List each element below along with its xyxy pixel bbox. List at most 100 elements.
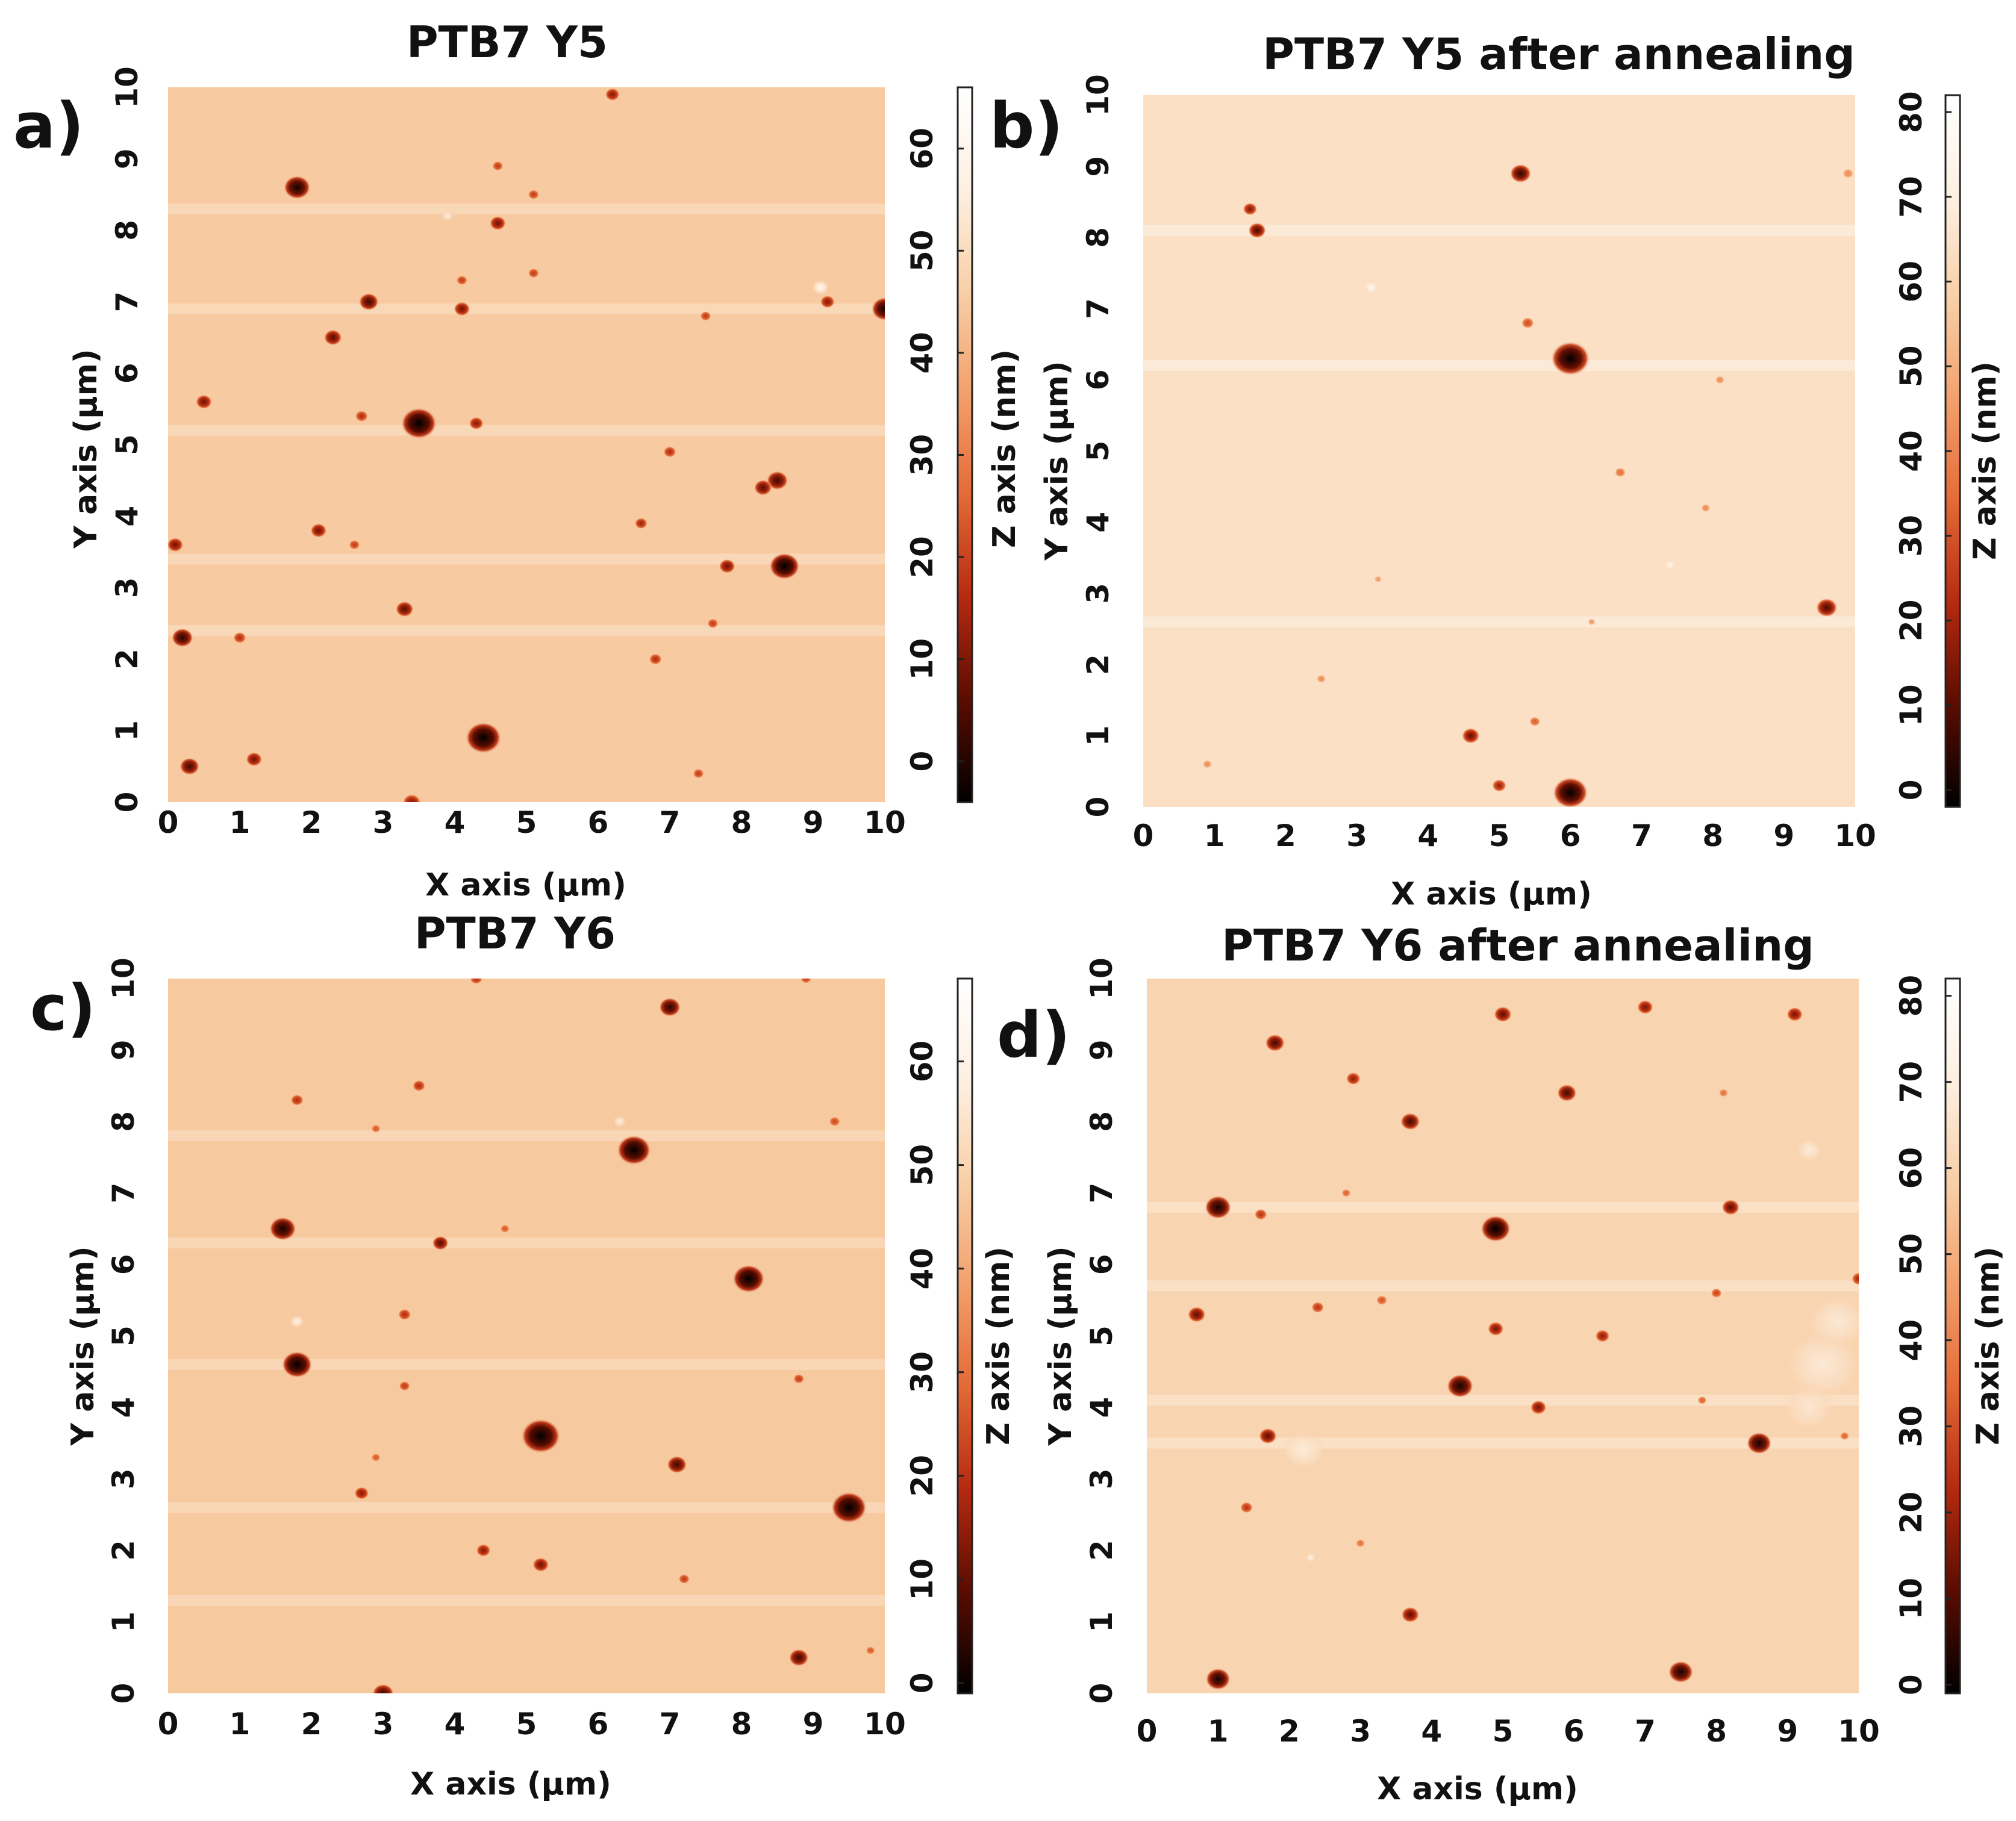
axis-ticks: 0 1 2 3 4 5 6 7 8 9 10 0 1 2 3 4 5 6 7 8 9 10 [1081, 74, 1876, 853]
x-axis-label: X axis (µm) [1391, 876, 1592, 912]
x-tick-label: 6 [1564, 1714, 1585, 1749]
pit-feature [1240, 1502, 1253, 1513]
pit-feature [521, 1418, 561, 1454]
axis-ticks: 0 1 2 3 4 5 6 7 8 9 10 0 1 2 3 4 5 6 7 8 9 10 [1084, 957, 1880, 1749]
pit-feature [196, 394, 212, 409]
pit-feature [1815, 598, 1838, 617]
scan-streak [1147, 1395, 1859, 1406]
y-tick-label: 7 [110, 291, 145, 313]
x-tick-label: 10 [864, 805, 906, 840]
pit-feature [168, 537, 184, 552]
pit-feature [500, 1224, 510, 1233]
pit-feature [354, 1487, 369, 1500]
pit-feature [667, 1455, 687, 1474]
pit-feature [1843, 169, 1854, 178]
colorbar-tick-label: 10 [1894, 1578, 1929, 1620]
pit-feature [372, 1684, 394, 1693]
y-tick-label: 6 [110, 363, 145, 384]
colorbar-tick-label: 30 [1894, 1405, 1929, 1448]
y-tick-label: 9 [1081, 156, 1116, 177]
pit-feature [1254, 1209, 1267, 1220]
pit-feature [1719, 1089, 1728, 1097]
scan-streak [168, 1130, 885, 1142]
pit-feature [1550, 341, 1590, 376]
y-tick-label: 9 [1084, 1039, 1119, 1060]
x-tick-label: 4 [1421, 1714, 1442, 1749]
axis-ticks: 0 1 2 3 4 5 6 7 8 9 10 0 1 2 3 4 5 6 7 8 9 10 [106, 957, 906, 1742]
scan-streak [168, 1595, 885, 1606]
pit-feature [490, 216, 506, 231]
pit-feature [454, 302, 470, 316]
pit-feature [371, 1124, 381, 1133]
z-axis-label: Z axis (nm) [1970, 1247, 2006, 1445]
pit-feature [649, 653, 662, 665]
y-tick-label: 10 [110, 66, 145, 108]
colorbar-tick-label: 0 [1894, 1674, 1929, 1695]
y-tick-label: 5 [1084, 1325, 1119, 1346]
pit-feature [678, 1574, 690, 1584]
y-tick-label: 7 [1084, 1183, 1119, 1204]
pit-feature [605, 88, 620, 101]
pit-feature [1202, 760, 1212, 768]
colorbar-tick-label: 80 [1894, 91, 1929, 133]
y-tick-label: 1 [106, 1611, 141, 1633]
x-tick-label: 9 [1777, 1714, 1798, 1749]
pit-feature [617, 1135, 651, 1165]
pit-feature [1509, 164, 1532, 183]
pit-feature [1317, 674, 1326, 683]
colorbar-tick-label: 70 [1894, 176, 1929, 218]
scan-streak [1143, 360, 1855, 372]
pit-feature [831, 1492, 867, 1524]
scan-streak [168, 625, 885, 637]
surface-base [1143, 95, 1855, 807]
pit-feature [528, 190, 539, 199]
x-tick-label: 0 [158, 1707, 179, 1742]
bump-feature [1782, 1384, 1836, 1431]
pit-feature [1446, 1374, 1474, 1398]
pit-feature [456, 275, 467, 285]
colorbar-tick-label: 50 [1894, 1233, 1929, 1275]
surface-base [168, 979, 885, 1693]
pit-feature [754, 479, 772, 496]
x-tick-label: 3 [1346, 818, 1367, 853]
x-tick-label: 6 [588, 1707, 609, 1742]
scan-streak [168, 303, 885, 314]
bump-feature [441, 210, 454, 222]
colorbar-tick-label: 50 [905, 1144, 940, 1186]
colorbar-tick-label: 60 [1894, 1147, 1929, 1189]
x-tick-label: 8 [1706, 1714, 1727, 1749]
y-tick-label: 5 [106, 1325, 141, 1346]
pit-feature [1711, 1288, 1722, 1298]
pit-feature [371, 1453, 381, 1461]
pit-feature [358, 293, 379, 311]
bump-feature [1664, 560, 1676, 570]
scan-streak [168, 1359, 885, 1370]
pit-feature [1530, 1400, 1547, 1415]
y-tick-label: 5 [110, 434, 145, 455]
colorbar-gradient [957, 977, 973, 1695]
scan-streak [1147, 1280, 1859, 1292]
pit-feature [707, 618, 719, 629]
pit-feature [1840, 1432, 1849, 1440]
y-tick-label: 7 [1081, 298, 1116, 319]
pit-feature [1746, 1432, 1772, 1454]
x-tick-label: 10 [864, 1707, 906, 1742]
panel-title: PTB7 Y6 after annealing [1222, 920, 1814, 971]
colorbar-tick-label: 10 [1894, 684, 1929, 726]
pit-feature [820, 295, 835, 308]
x-tick-label: 6 [1560, 818, 1581, 853]
x-tick-label: 3 [373, 1707, 394, 1742]
pit-feature [769, 553, 800, 580]
x-tick-label: 6 [588, 805, 609, 840]
x-tick-label: 7 [660, 1707, 681, 1742]
pit-feature [399, 1381, 410, 1391]
x-tick-label: 2 [301, 1707, 322, 1742]
x-tick-label: 4 [1417, 818, 1438, 853]
x-tick-label: 1 [229, 1707, 251, 1742]
x-tick-label: 0 [1133, 818, 1154, 853]
pit-feature [171, 628, 193, 647]
pit-feature [1401, 1607, 1420, 1623]
pit-feature [634, 517, 648, 529]
x-tick-label: 7 [1631, 818, 1652, 853]
